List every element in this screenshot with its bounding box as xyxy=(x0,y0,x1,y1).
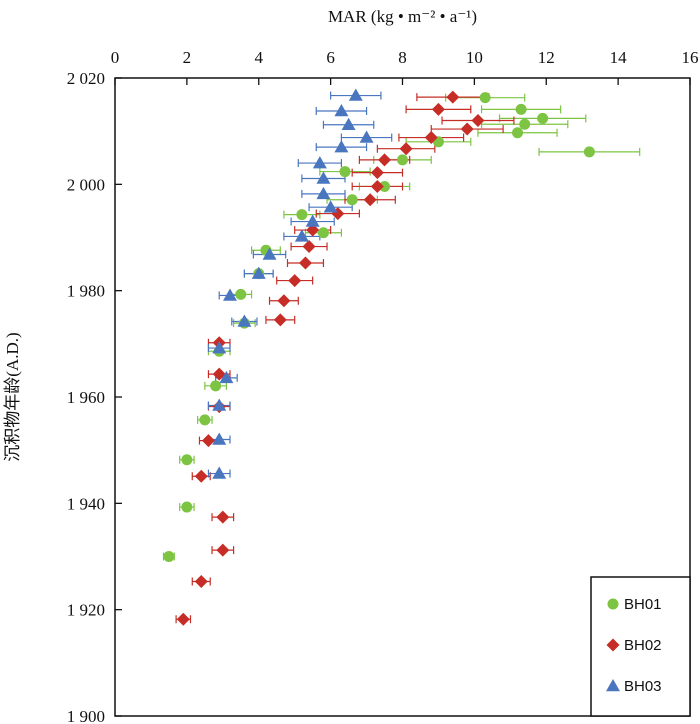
bh03-point xyxy=(323,200,338,213)
bh01-point xyxy=(379,180,391,192)
bh03-point xyxy=(212,466,227,479)
bh01-point xyxy=(296,209,308,221)
bh03-point xyxy=(223,288,237,301)
bh01-point xyxy=(339,166,351,178)
bh02-point xyxy=(460,122,474,136)
bh01-point xyxy=(346,194,358,206)
bh03-point xyxy=(212,398,227,411)
bh02-point xyxy=(363,193,377,207)
bh02-point xyxy=(273,313,287,327)
legend-marker-bh01 xyxy=(607,598,619,610)
bh03-point xyxy=(305,214,320,227)
bh01-point xyxy=(235,288,247,300)
bh02-point xyxy=(378,153,392,167)
y-tick-label: 2 000 xyxy=(67,175,105,194)
bh03-point xyxy=(334,103,349,117)
x-tick-label: 0 xyxy=(111,48,120,67)
bh03-point xyxy=(212,432,227,445)
bh02-point xyxy=(216,543,230,557)
legend-marker-bh03 xyxy=(606,679,620,692)
y-tick-label: 1 920 xyxy=(67,601,105,620)
y-tick-label: 1 900 xyxy=(67,707,105,724)
bh02-point xyxy=(424,131,438,145)
bh03-point xyxy=(341,117,356,131)
bh03-point xyxy=(219,370,234,384)
bh03-point xyxy=(262,247,277,260)
y-tick-label: 1 940 xyxy=(67,494,105,513)
bh01-point xyxy=(181,501,193,513)
bh02-point xyxy=(216,510,230,524)
x-tick-label: 14 xyxy=(610,48,628,67)
x-tick-label: 4 xyxy=(255,48,264,67)
data-markers xyxy=(163,88,595,626)
bh01-point xyxy=(163,551,175,562)
bh02-point xyxy=(201,434,215,448)
bh01-point xyxy=(512,127,523,139)
bh03-point xyxy=(348,88,363,101)
bh02-point xyxy=(212,367,226,381)
bh03-point xyxy=(334,140,349,153)
bh01-point xyxy=(519,118,531,130)
bh02-point xyxy=(370,179,384,193)
legend: BH01 BH02 BH03 xyxy=(590,576,691,717)
x-tick-label: 10 xyxy=(466,48,483,67)
bh01-point xyxy=(583,146,595,158)
bh03-point xyxy=(294,229,309,242)
bh01-point xyxy=(537,112,549,124)
bh02-point xyxy=(431,102,445,116)
bh02-point xyxy=(194,574,208,588)
bh03-point xyxy=(316,186,331,200)
legend-label-bh02: BH02 xyxy=(624,637,662,654)
x-tick-label: 12 xyxy=(538,48,555,67)
axes: 0 2 4 6 8 10 12 14 16 1 900 1 920 1 940 1 960 1 980 2 … xyxy=(67,48,699,724)
bh02-point xyxy=(298,256,312,270)
x-axis-title: MAR (kg • m⁻² • a⁻¹) xyxy=(328,7,477,26)
bh02-point xyxy=(277,294,291,308)
y-tick-label: 2 020 xyxy=(67,69,105,88)
bh02-point xyxy=(471,114,485,128)
x-tick-label: 16 xyxy=(682,48,699,67)
legend-label-bh01: BH01 xyxy=(624,596,662,613)
x-tick-label: 6 xyxy=(326,48,335,67)
bh02-point xyxy=(306,223,320,237)
bh03-point xyxy=(359,130,374,143)
y-axis-title: 沉积物年龄(A.D.) xyxy=(3,332,22,461)
bh01-point xyxy=(479,92,491,104)
bh01-point xyxy=(515,103,527,115)
bh02-point xyxy=(288,274,302,288)
bh02-point xyxy=(176,612,190,626)
bh03-point xyxy=(316,171,331,184)
legend-box xyxy=(590,576,691,717)
bh01-point xyxy=(397,154,408,166)
bh03-point xyxy=(212,341,227,354)
bh03-point xyxy=(312,156,327,169)
bh01-point xyxy=(317,227,329,239)
legend-marker-bh02 xyxy=(606,638,620,652)
bh03-point xyxy=(251,266,266,279)
bh02-point xyxy=(194,469,208,483)
legend-label-bh03: BH03 xyxy=(624,678,662,695)
bh01-point xyxy=(210,380,222,392)
y-tick-label: 1 960 xyxy=(67,388,105,407)
bh02-point xyxy=(446,90,460,104)
bh02-point xyxy=(370,166,384,180)
error-bars xyxy=(162,91,641,624)
bh02-point xyxy=(399,142,413,156)
bh03-point xyxy=(237,314,252,327)
x-tick-label: 8 xyxy=(398,48,407,67)
x-tick-label: 2 xyxy=(183,48,192,67)
y-tick-label: 1 980 xyxy=(67,282,105,301)
bh02-point xyxy=(302,240,316,254)
bh01-point xyxy=(181,454,193,466)
bh01-point xyxy=(199,414,211,426)
